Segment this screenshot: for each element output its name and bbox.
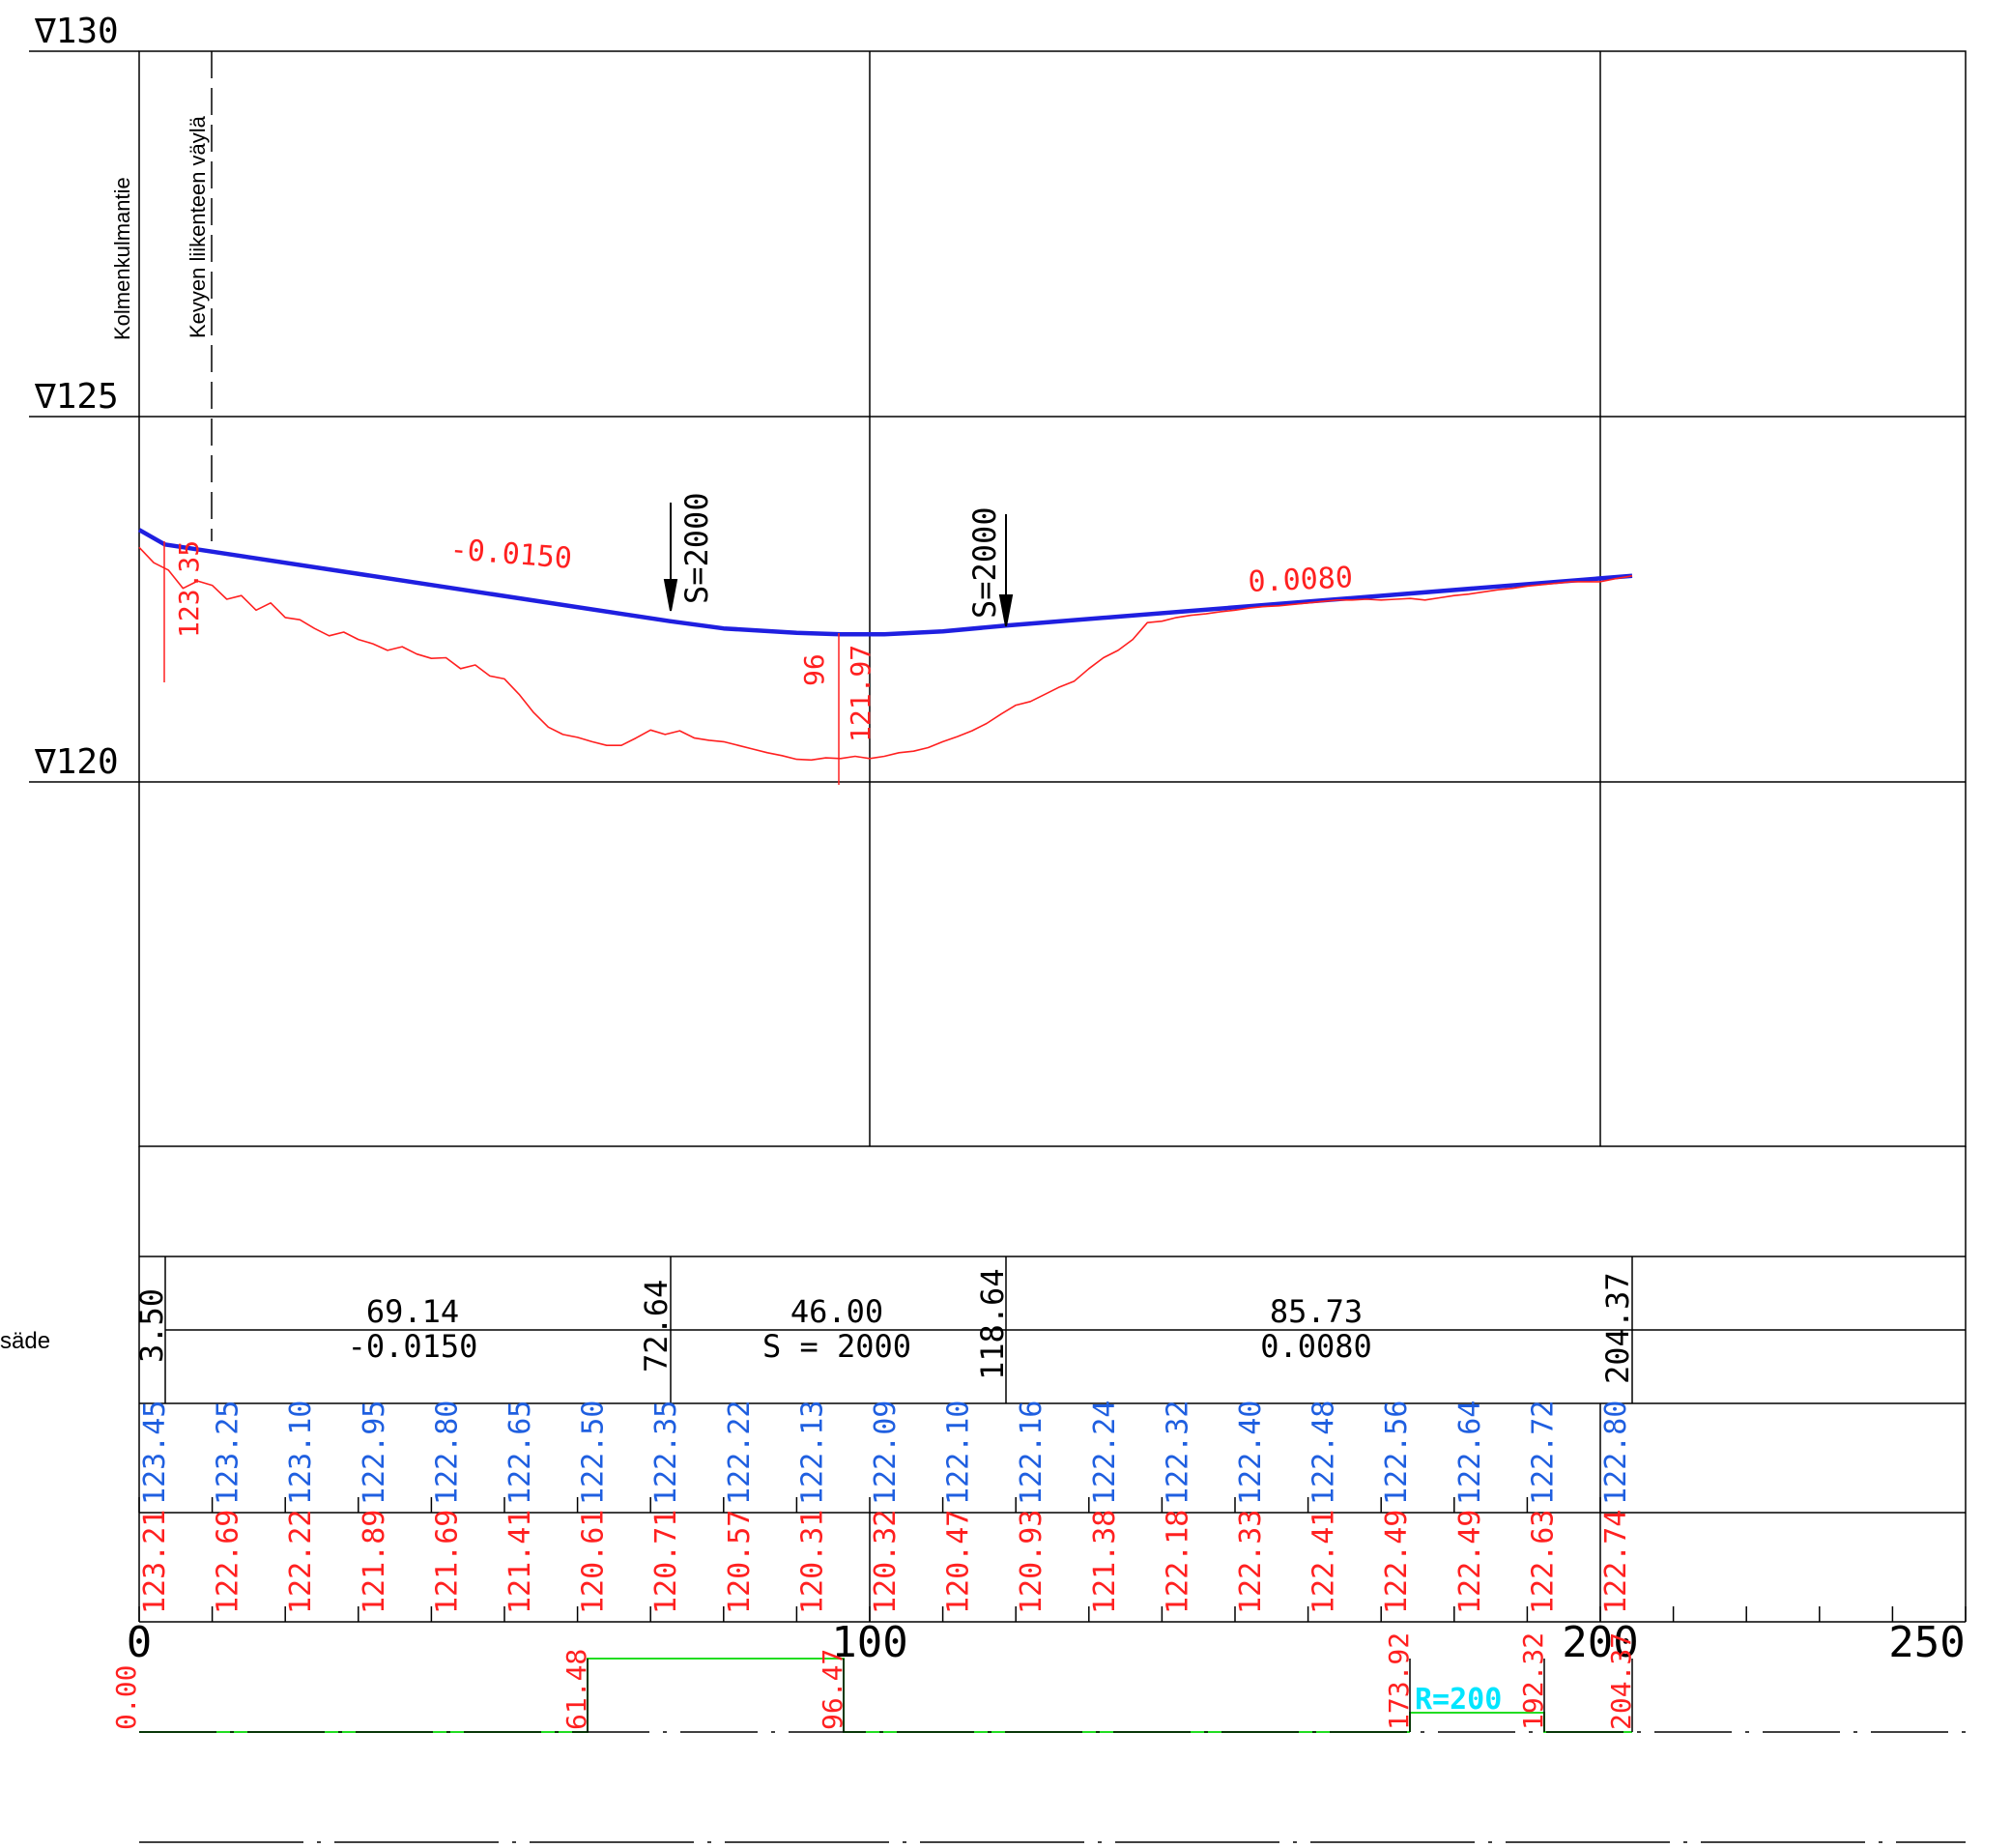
design-elevation-value: 122.72 <box>1526 1400 1560 1505</box>
elevation-label-125: ∇125 <box>34 377 119 417</box>
design-elevation-value: 122.95 <box>358 1400 391 1505</box>
ground-elevation-value: 122.18 <box>1161 1510 1194 1614</box>
design-elevation-value: 122.48 <box>1307 1400 1341 1505</box>
geometry-segment-3-length: 85.73 <box>1270 1293 1363 1330</box>
grade-label-ascending: 0.0080 <box>1248 561 1354 599</box>
geometry-station-2: 72.64 <box>638 1280 675 1372</box>
ground-elevation-value: 122.41 <box>1307 1510 1341 1614</box>
design-elevation-value: 123.25 <box>212 1400 245 1505</box>
start-elevation-label: 123.35 <box>173 540 205 638</box>
ground-elevation-value: 121.41 <box>503 1510 537 1614</box>
ground-elevation-value: 120.47 <box>942 1510 976 1614</box>
ground-elevation-value: 120.71 <box>649 1510 683 1614</box>
design-elevation-value: 122.65 <box>503 1400 537 1505</box>
elevation-label-120: ∇120 <box>34 742 119 782</box>
station-label-250: 250 <box>1888 1618 1965 1667</box>
low-point-station: 96 <box>798 653 830 686</box>
ground-elevation-value: 120.93 <box>1015 1510 1049 1614</box>
geometry-station-3: 118.64 <box>974 1268 1011 1380</box>
ground-elevation-value: 121.38 <box>1088 1510 1122 1614</box>
alignment-station-3: 96.47 <box>817 1649 848 1730</box>
ground-elevation-value: 122.49 <box>1453 1510 1487 1614</box>
geometry-row-side-label: säde <box>0 1328 50 1354</box>
design-elevation-value: 122.24 <box>1088 1400 1122 1505</box>
alignment-station-2: 61.48 <box>560 1649 592 1730</box>
design-elevation-value: 122.80 <box>430 1400 464 1505</box>
design-elevation-value: 122.10 <box>942 1400 976 1505</box>
curve-label-end: S=2000 <box>966 506 1003 619</box>
ground-elevation-value: 122.74 <box>1599 1510 1633 1614</box>
ground-elevation-value: 120.61 <box>577 1510 611 1614</box>
data-table <box>138 1146 1967 1623</box>
elevation-label-130: ∇130 <box>34 12 119 51</box>
design-elevation-value: 122.09 <box>869 1400 903 1505</box>
ground-elevation-row: 123.21 122.69 122.22 121.89 121.69 121.41 120.… <box>138 1510 1633 1622</box>
ground-elevation-value: 122.49 <box>1380 1510 1414 1614</box>
geometry-segment-1-value: -0.0150 <box>348 1328 478 1365</box>
geometry-segment-1-length: 69.14 <box>366 1293 459 1330</box>
horizontal-alignment: 0.00 61.48 96.47 173.92 192.32 204.37 R=… <box>110 1632 1966 1843</box>
ground-elevation-value: 120.31 <box>795 1510 829 1614</box>
design-elevation-value: 123.10 <box>284 1400 318 1505</box>
design-elevation-value: 122.64 <box>1453 1400 1487 1505</box>
alignment-station-4: 173.92 <box>1383 1632 1415 1730</box>
geometry-station-4: 204.37 <box>1599 1272 1636 1384</box>
profile-curves <box>137 528 1633 762</box>
geometry-station-1: 3.50 <box>133 1288 170 1363</box>
design-elevation-value: 122.13 <box>795 1400 829 1505</box>
curve-label-start: S=2000 <box>678 492 715 604</box>
low-point-elevation: 121.97 <box>845 645 876 742</box>
design-elevation-value: 122.22 <box>723 1400 757 1505</box>
curve-end-arrow-head <box>998 594 1014 627</box>
crossing-label-kolmenkulmantie: Kolmenkulmantie <box>110 177 134 340</box>
design-elevation-value: 122.40 <box>1234 1400 1268 1505</box>
alignment-station-5: 192.32 <box>1517 1632 1549 1730</box>
design-elevation-value: 122.56 <box>1380 1400 1414 1505</box>
alignment-station-6: 204.37 <box>1605 1632 1637 1730</box>
design-elevation-value: 122.32 <box>1161 1400 1194 1505</box>
geometry-segment-2-length: 46.00 <box>790 1293 883 1330</box>
station-label-0: 0 <box>127 1618 153 1667</box>
ground-elevation-value: 122.63 <box>1526 1510 1560 1614</box>
curve-start-arrow-head <box>663 579 678 612</box>
station-axis: 0 100 200 250 <box>127 1606 1967 1667</box>
alignment-radius-label: R=200 <box>1415 1683 1502 1717</box>
ground-profile-line <box>138 546 1633 762</box>
ground-elevation-value: 122.22 <box>284 1510 318 1614</box>
design-elevation-value: 122.16 <box>1015 1400 1049 1505</box>
alignment-station-1: 0.00 <box>110 1665 142 1730</box>
plot-frame <box>138 50 1967 1147</box>
plot-grid <box>29 50 1967 1147</box>
ground-elevation-value: 121.69 <box>430 1510 464 1614</box>
ground-elevation-value: 122.69 <box>212 1510 245 1614</box>
ground-elevation-value: 121.89 <box>358 1510 391 1614</box>
alignment-line-1 <box>139 1658 1410 1733</box>
ground-elevation-value: 120.57 <box>723 1510 757 1614</box>
ground-elevation-value: 122.33 <box>1234 1510 1268 1614</box>
crossing-label-kevyen-liikenteen-vayla: Kevyen liikenteen väylä <box>186 115 210 338</box>
design-elevation-row: 123.45 123.25 123.10 122.95 122.80 122.65 122.… <box>138 1400 1633 1513</box>
design-elevation-value: 122.35 <box>649 1400 683 1505</box>
ground-elevation-value: 120.32 <box>869 1510 903 1614</box>
design-elevation-value: 123.45 <box>138 1400 172 1505</box>
ground-elevation-value: 123.21 <box>138 1510 172 1614</box>
geometry-segment-3-value: 0.0080 <box>1260 1328 1372 1365</box>
station-label-200: 200 <box>1562 1618 1638 1667</box>
design-elevation-value: 122.50 <box>577 1400 611 1505</box>
design-profile-line <box>137 528 1633 637</box>
geometry-segment-2-value: S = 2000 <box>762 1328 911 1365</box>
design-elevation-value: 122.80 <box>1599 1400 1633 1505</box>
grade-label-descending: -0.0150 <box>448 533 573 576</box>
